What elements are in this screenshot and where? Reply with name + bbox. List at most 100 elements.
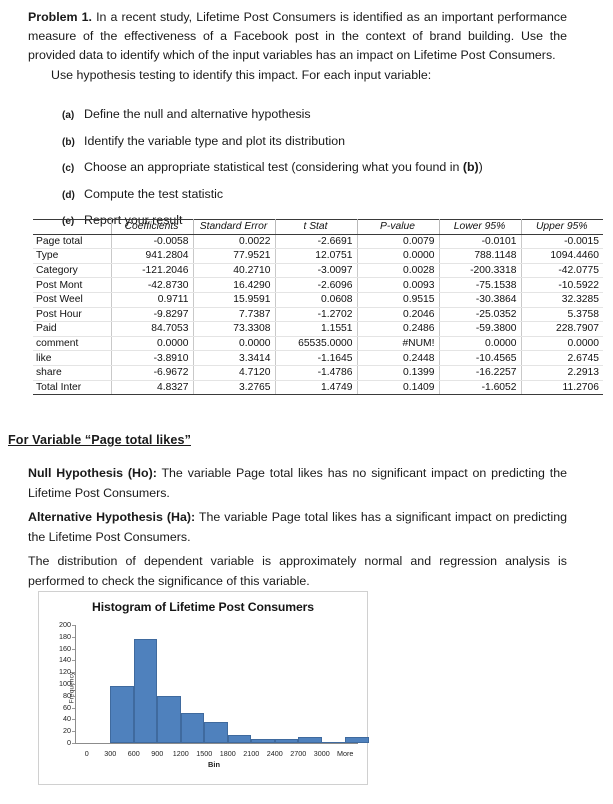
table-cell: 0.2046 <box>357 307 440 323</box>
chart-y-tick-mark <box>72 648 75 650</box>
table-cell: -25.0352 <box>439 307 522 323</box>
list-item: (b) Identify the variable type and plot … <box>62 133 562 151</box>
chart-y-axis-line <box>75 625 76 744</box>
list-item: (a) Define the null and alternative hypo… <box>62 106 562 124</box>
table-cell: 0.2448 <box>357 350 440 366</box>
table-cell: 1.4749 <box>275 380 358 396</box>
problem-paragraph-2: Use hypothesis testing to identify this … <box>51 67 432 82</box>
chart-x-axis-line <box>75 743 358 744</box>
table-row: Paid 84.7053 73.3308 1.1551 0.2486 -59.3800 22… <box>33 321 603 337</box>
table-cell: -3.0097 <box>275 263 358 279</box>
table-cell: -2.6096 <box>275 277 358 293</box>
list-item: (c) Choose an appropriate statistical te… <box>62 159 562 177</box>
chart-bar <box>180 712 205 743</box>
table-cell: 0.0000 <box>193 336 276 352</box>
chart-x-tick-label: 3000 <box>313 749 330 758</box>
chart-bar <box>157 696 181 743</box>
chart-y-tick-mark <box>72 695 75 697</box>
chart-x-axis-label: Bin <box>208 760 220 769</box>
table-cell: 788.1148 <box>439 248 522 264</box>
table-cell: -16.2257 <box>439 365 522 381</box>
chart-x-tick-label: 2400 <box>266 749 283 758</box>
table-cell: 7.7387 <box>193 307 276 323</box>
table-row-label: Post Mont <box>33 277 112 293</box>
table-row-label: Category <box>33 263 112 279</box>
step-text-c-after: ) <box>478 160 483 174</box>
table-cell: 11.2706 <box>521 380 603 396</box>
chart-y-tick-label: 100 <box>59 679 71 688</box>
chart-bar <box>251 738 275 743</box>
chart-y-tick-label: 0 <box>67 738 71 747</box>
table-cell: 16.4290 <box>193 277 276 293</box>
chart-bar <box>110 685 134 743</box>
table-cell: -30.3864 <box>439 292 522 308</box>
table-cell: 941.2804 <box>111 248 194 264</box>
step-text-a: Define the null and alternative hypothes… <box>84 107 311 121</box>
table-cell: -121.2046 <box>111 263 194 279</box>
table-row-label: Post Weel <box>33 292 112 308</box>
table-cell: -1.6052 <box>439 380 522 396</box>
table-cell: 4.8327 <box>111 380 194 396</box>
alternative-hypothesis-paragraph: Alternative Hypothesis (Ha): The variabl… <box>28 508 567 547</box>
chart-bar <box>298 737 322 743</box>
table-row-label: Total Inter <box>33 380 112 396</box>
alternative-hypothesis-text: The variable Page total likes has a sign… <box>28 510 568 544</box>
table-cell: 0.0022 <box>193 234 276 250</box>
step-marker-b: (b) <box>62 136 75 148</box>
table-row: like -3.8910 3.3414 -1.1645 0.2448 -10.4565 2.… <box>33 350 603 366</box>
table-cell: 0.0000 <box>357 248 440 264</box>
regression-table: Coefficients Standard Error t Stat P-val… <box>33 219 603 396</box>
table-cell: 0.0608 <box>275 292 358 308</box>
chart-title: Histogram of Lifetime Post Consumers <box>92 600 314 614</box>
column-header-p-value: P-value <box>357 219 440 235</box>
table-row-label: like <box>33 350 112 366</box>
table-cell: -1.2702 <box>275 307 358 323</box>
table-cell: 15.9591 <box>193 292 276 308</box>
table-body: Page total -0.0058 0.0022 -2.6691 0.0079 -0.0… <box>33 234 603 396</box>
chart-bar <box>345 737 369 743</box>
step-text-b: Identify the variable type and plot its … <box>84 133 346 148</box>
table-cell: -9.8297 <box>111 307 194 323</box>
table-row: share -6.9672 4.7120 -1.4786 0.1399 -16.2257 2… <box>33 365 603 381</box>
column-header-coefficients: Coefficients <box>111 219 194 235</box>
table-cell: -3.8910 <box>111 350 194 366</box>
alternative-hypothesis-label: Alternative Hypothesis (Ha): <box>28 510 196 524</box>
table-cell: -42.0775 <box>521 263 603 279</box>
chart-y-tick-label: 40 <box>63 714 71 724</box>
distribution-paragraph: The distribution of dependent variable i… <box>28 554 567 588</box>
chart-x-tick-label: 1800 <box>219 749 236 758</box>
table-header-row: Coefficients Standard Error t Stat P-val… <box>33 219 603 235</box>
table-row: Post Hour -9.8297 7.7387 -1.2702 0.2046 -25.0… <box>33 307 603 323</box>
table-cell: 65535.0000 <box>275 336 358 352</box>
chart-y-tick-mark <box>72 625 75 626</box>
chart-bar <box>274 738 299 743</box>
table-row: Post Mont -42.8730 16.4290 -2.6096 0.0093 -75… <box>33 277 603 293</box>
table-cell: -2.6691 <box>275 234 358 250</box>
column-header-standard-error: Standard Error <box>193 219 276 235</box>
list-item: (d) Compute the test statistic <box>62 186 562 204</box>
table-row: comment 0.0000 0.0000 65535.0000 #NUM! 0.0000… <box>33 336 603 352</box>
table-row-label: share <box>33 365 112 381</box>
table-header: Coefficients Standard Error t Stat P-val… <box>33 219 603 235</box>
chart-x-tick-label: 2700 <box>290 749 307 758</box>
table-cell: -6.9672 <box>111 365 194 381</box>
table-row-label: Paid <box>33 321 112 337</box>
chart-y-tick-mark <box>72 636 75 638</box>
table-cell: -59.3800 <box>439 321 522 337</box>
chart-x-tick-label: 600 <box>127 749 140 758</box>
chart-y-tick-label: 200 <box>59 620 71 629</box>
null-hypothesis-text: The variable Page total likes has no sig… <box>28 466 567 500</box>
chart-bar <box>204 722 228 743</box>
chart-y-tick-mark <box>72 660 75 662</box>
section-heading-variable: For Variable “Page total likes” <box>8 433 191 447</box>
table-cell: 3.2765 <box>193 380 276 396</box>
table-cell: 84.7053 <box>111 321 194 337</box>
table-cell: 0.0000 <box>521 336 603 352</box>
chart-bar <box>227 734 252 743</box>
chart-y-tick-mark <box>72 743 75 744</box>
chart-x-tick-label: 0 <box>84 749 89 758</box>
table-cell: 1.1551 <box>275 321 358 337</box>
table-cell: #NUM! <box>357 336 440 352</box>
table-cell: 12.0751 <box>275 248 358 264</box>
